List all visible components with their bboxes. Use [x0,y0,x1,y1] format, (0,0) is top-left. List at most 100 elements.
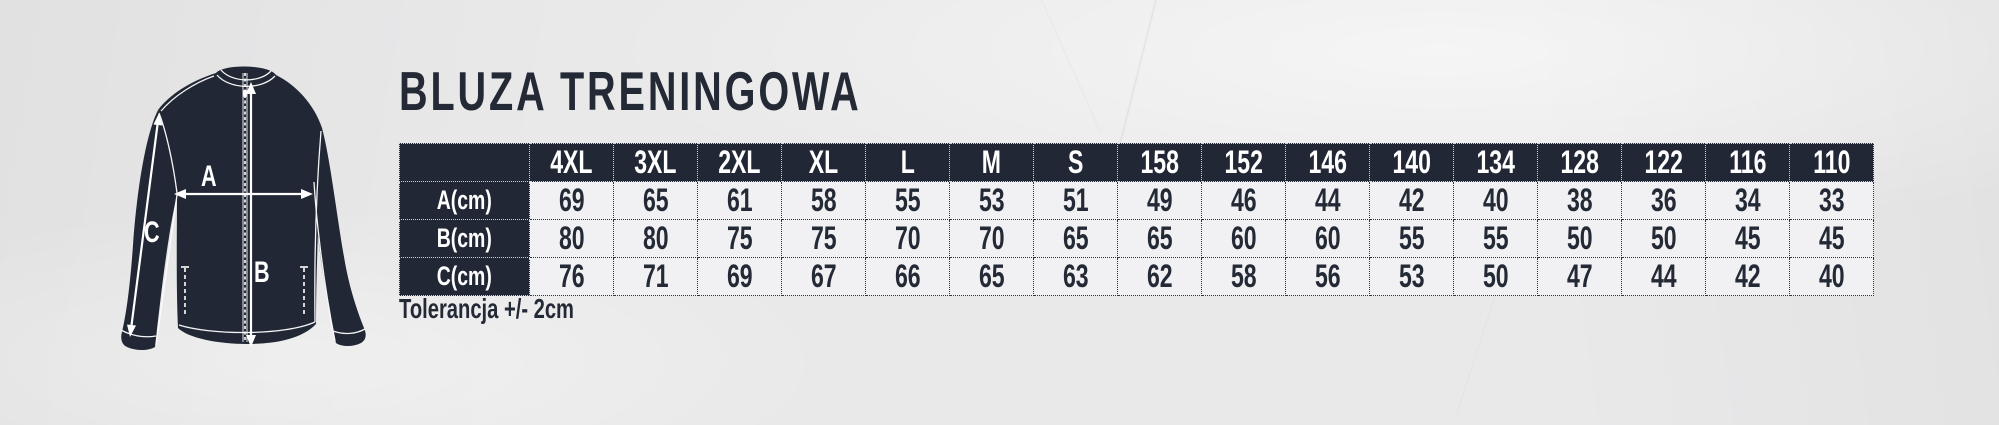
size-value: 69 [558,182,585,218]
size-value: 53 [1398,258,1425,294]
size-value: 34 [1734,182,1761,218]
size-value: 66 [894,258,921,294]
size-value: 42 [1398,182,1425,218]
size-column-header: 128 [1538,143,1622,182]
size-label: 134 [1476,144,1515,180]
size-value: 44 [1314,182,1341,218]
row-label-text: C(cm) [436,261,493,291]
size-cell: 65 [950,258,1034,296]
size-value: 50 [1482,258,1509,294]
jacket-body [158,66,322,345]
size-cell: 55 [1370,220,1454,258]
size-cell: 65 [614,182,698,220]
size-cell: 50 [1622,220,1706,258]
size-cell: 45 [1706,220,1790,258]
size-cell: 44 [1622,258,1706,296]
size-cell: 75 [782,220,866,258]
size-value: 55 [894,182,921,218]
measure-label-b: B [254,254,270,288]
size-label: 122 [1644,144,1683,180]
size-cell: 67 [782,258,866,296]
corner-cell [399,143,530,182]
size-value: 40 [1818,258,1845,294]
paper-crease [1040,0,1102,134]
size-column-header: 146 [1286,143,1370,182]
size-value: 65 [1146,220,1173,256]
size-column-header: 4XL [530,143,614,182]
tolerance-note: Tolerancja +/- 2cm [399,295,642,323]
size-value: 60 [1314,220,1341,256]
size-value: 42 [1734,258,1761,294]
size-cell: 80 [614,220,698,258]
size-value: 47 [1566,258,1593,294]
size-cell: 55 [1454,220,1538,258]
size-label: 110 [1812,144,1851,180]
size-cell: 61 [698,182,782,220]
size-cell: 36 [1622,182,1706,220]
size-cell: 80 [530,220,614,258]
size-value: 70 [978,220,1005,256]
page-title-text: BLUZA TRENINGOWA [399,60,862,122]
size-value: 50 [1650,220,1677,256]
size-value: 40 [1482,182,1509,218]
size-cell: 66 [866,258,950,296]
size-cell: 76 [530,258,614,296]
size-value: 60 [1230,220,1257,256]
size-cell: 50 [1454,258,1538,296]
size-value: 70 [894,220,921,256]
size-value: 45 [1818,220,1845,256]
size-cell: 46 [1202,182,1286,220]
size-cell: 42 [1706,258,1790,296]
size-value: 50 [1566,220,1593,256]
size-value: 61 [726,182,753,218]
zipper [242,73,248,342]
size-cell: 53 [1370,258,1454,296]
size-value: 65 [978,258,1005,294]
size-table: 4XL 3XL 2XL XL L M S 158 152 146 140 134… [399,143,1874,296]
table-row: A(cm) 69 65 61 58 55 53 51 49 46 44 42 4… [399,182,1874,220]
size-cell: 51 [1034,182,1118,220]
size-value: 38 [1566,182,1593,218]
size-cell: 53 [950,182,1034,220]
arrow-heads [127,82,313,347]
size-cell: 62 [1118,258,1202,296]
size-value: 63 [1062,258,1089,294]
page-title: BLUZA TRENINGOWA [399,64,1041,119]
size-cell: 58 [782,182,866,220]
size-value: 51 [1062,182,1089,218]
row-label: B(cm) [399,220,530,258]
row-label-text: A(cm) [436,185,493,215]
size-cell: 45 [1790,220,1874,258]
size-cell: 60 [1202,220,1286,258]
size-column-header: 116 [1706,143,1790,182]
size-cell: 34 [1706,182,1790,220]
size-value: 65 [642,182,669,218]
size-cell: 71 [614,258,698,296]
table-row: B(cm) 80 80 75 75 70 70 65 65 60 60 55 5… [399,220,1874,258]
size-value: 36 [1650,182,1677,218]
size-label: S [1067,144,1084,180]
size-value: 76 [558,258,585,294]
size-value: 53 [978,182,1005,218]
size-value: 56 [1314,258,1341,294]
size-column-header: S [1034,143,1118,182]
size-column-header: 158 [1118,143,1202,182]
size-column-header: 152 [1202,143,1286,182]
size-value: 80 [642,220,669,256]
size-column-header: 122 [1622,143,1706,182]
size-cell: 38 [1538,182,1622,220]
size-cell: 55 [866,182,950,220]
size-label: 158 [1140,144,1179,180]
size-label: 2XL [718,144,761,180]
size-value: 55 [1482,220,1509,256]
size-value: 80 [558,220,585,256]
size-value: 71 [642,258,669,294]
arrow-c [130,123,159,327]
size-cell: 47 [1538,258,1622,296]
size-label: M [981,144,1002,180]
size-value: 69 [726,258,753,294]
size-column-header: M [950,143,1034,182]
size-cell: 56 [1286,258,1370,296]
size-column-header: 2XL [698,143,782,182]
size-cell: 58 [1202,258,1286,296]
